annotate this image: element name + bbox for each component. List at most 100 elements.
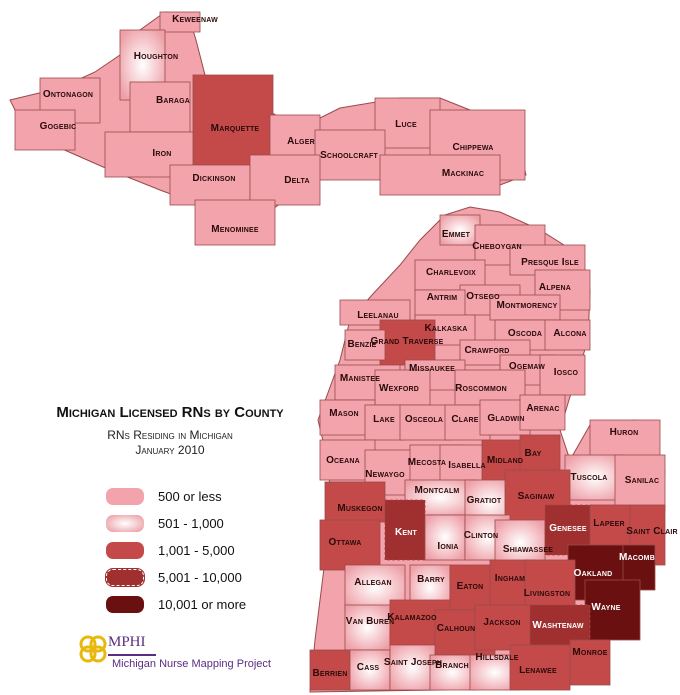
county-alcona [544,319,591,351]
county-label-calhoun: Calhoun [437,623,476,634]
county-livingston [524,559,576,611]
mphi-knot-icon [79,635,107,663]
logo-name: MPHI [108,634,146,650]
county-montmorency [489,294,561,321]
county-arenac [519,394,566,431]
county-label-manistee: Manistee [340,373,380,384]
county-menominee [194,199,276,246]
county-label-ingham: Ingham [495,573,525,584]
legend-swatch-mid [106,515,144,532]
county-label-ionia: Ionia [437,541,458,552]
county-label-charlevoix: Charlevoix [426,267,476,278]
county-eaton [449,564,496,611]
county-label-osceola: Osceola [405,414,443,425]
county-ionia [424,514,466,561]
legend-label: 10,001 or more [158,597,247,612]
county-label-menominee: Menominee [211,224,259,235]
legend-swatch-vhigh [105,568,145,587]
county-label-mackinac: Mackinac [442,168,484,179]
county-label-dickinson: Dickinson [192,173,235,184]
county-berrien [309,649,356,691]
legend-label: 500 or less [158,489,222,504]
county-lake [364,404,406,441]
county-label-chippewa: Chippewa [452,142,493,153]
legend-item: 500 or less [106,483,246,510]
county-label-missaukee: Missaukee [409,363,455,374]
county-keweenaw [159,11,201,33]
county-label-otsego: Otsego [466,291,500,302]
county-label-allegan: Allegan [354,577,391,588]
county-label-monroe: Monroe [572,647,607,658]
county-label-lenawee: Lenawee [519,665,557,676]
county-label-isabella: Isabella [448,460,485,471]
county-label-clare: Clare [451,414,478,425]
legend-item: 501 - 1,000 [106,510,246,537]
county-label-gratiot: Gratiot [467,495,502,506]
legend-swatch-top [106,596,144,613]
county-lapeer [589,504,631,551]
county-label-hillsdale: Hillsdale [475,652,518,663]
county-leelanau [339,299,411,326]
county-label-arenac: Arenac [526,403,559,414]
county-label-delta: Delta [284,175,309,186]
county-shiawassee [494,519,546,566]
subtitle-line-1: RNs Residing in Michigan [107,428,233,442]
county-wayne [584,579,641,641]
county-baraga [129,81,191,133]
county-label-schoolcraft: Schoolcraft [320,150,378,161]
county-label-barry: Barry [417,574,445,585]
county-label-leelanau: Leelanau [357,310,399,321]
county-label-livingston: Livingston [524,588,571,599]
county-label-branch: Branch [435,660,469,671]
county-label-ontonagon: Ontonagon [43,89,93,100]
legend-item: 1,001 - 5,000 [106,537,246,564]
legend-swatch-low [106,488,144,505]
county-label-sanilac: Sanilac [625,475,660,486]
county-label-van-buren: Van Buren [346,616,394,627]
legend-label: 5,001 - 10,000 [158,570,242,585]
county-label-tuscola: Tuscola [570,472,607,483]
county-label-baraga: Baraga [156,95,190,106]
county-label-genesee: Genesee [549,523,587,534]
county-sanilac [614,454,666,511]
county-label-kalkaska: Kalkaska [424,323,467,334]
county-label-cass: Cass [357,662,380,673]
logo-divider [108,654,156,656]
county-label-benzie: Benzie [347,339,376,350]
county-label-emmet: Emmet [442,229,471,240]
county-label-cheboygan: Cheboygan [472,241,521,252]
county-benzie [344,329,386,361]
county-kent [384,499,426,561]
county-label-luce: Luce [395,119,417,130]
legend-label: 501 - 1,000 [158,516,224,531]
county-label-gogebic: Gogebic [40,121,77,132]
county-label-macomb: Macomb [619,552,655,563]
county-label-clinton: Clinton [464,530,499,541]
legend-item: 10,001 or more [106,591,246,618]
subtitle-line-2: January 2010 [135,443,205,457]
logo-project: Michigan Nurse Mapping Project [112,658,271,670]
county-label-presque-isle: Presque Isle [521,257,579,268]
county-label-saint-joseph: Saint Joseph [384,657,442,668]
county-label-kent: Kent [395,527,418,538]
county-label-montcalm: Montcalm [415,485,460,496]
county-label-alger: Alger [287,136,315,147]
county-branch [429,654,476,691]
county-wexford [374,369,431,406]
county-saint-joseph [389,644,436,691]
county-van-buren [344,604,391,651]
county-label-oceana: Oceana [326,455,360,466]
county-label-lapeer: Lapeer [593,518,624,529]
legend-swatch-high [106,542,144,559]
county-label-antrim: Antrim [427,292,458,303]
county-grand-traverse [379,319,436,366]
county-label-ogemaw: Ogemaw [509,361,545,372]
county-label-berrien: Berrien [312,668,347,679]
county-label-oscoda: Oscoda [508,328,542,339]
county-label-lake: Lake [373,414,395,425]
legend-item: 5,001 - 10,000 [105,564,246,591]
county-label-houghton: Houghton [134,51,178,62]
county-label-mason: Mason [329,408,359,419]
county-label-shiawassee: Shiawassee [503,544,553,555]
